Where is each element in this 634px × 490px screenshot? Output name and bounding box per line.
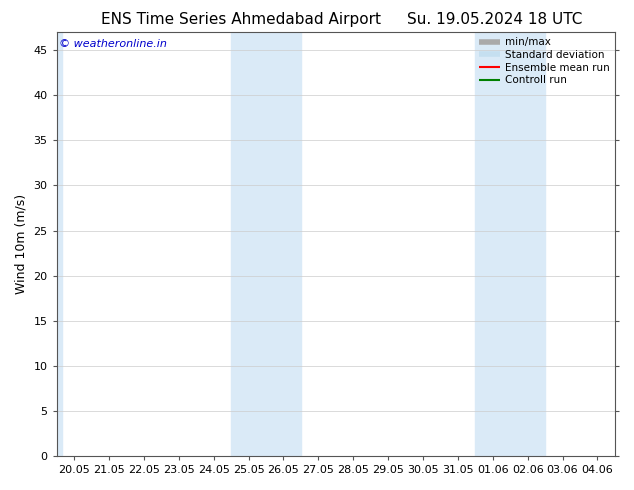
Legend: min/max, Standard deviation, Ensemble mean run, Controll run: min/max, Standard deviation, Ensemble me… <box>479 37 610 85</box>
Y-axis label: Wind 10m (m/s): Wind 10m (m/s) <box>15 194 28 294</box>
Text: ENS Time Series Ahmedabad Airport: ENS Time Series Ahmedabad Airport <box>101 12 381 27</box>
Bar <box>231 32 301 456</box>
Bar <box>476 32 545 456</box>
Bar <box>56 32 62 456</box>
Text: © weatheronline.in: © weatheronline.in <box>60 39 167 49</box>
Text: Su. 19.05.2024 18 UTC: Su. 19.05.2024 18 UTC <box>407 12 582 27</box>
